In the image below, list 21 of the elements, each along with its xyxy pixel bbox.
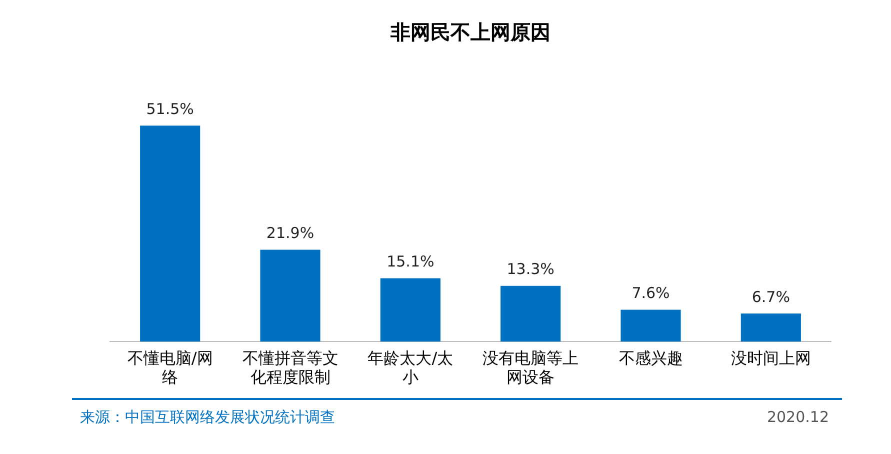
bar (740, 314, 801, 342)
x-tick-label: 年龄太大/太小 (368, 348, 454, 387)
bar (500, 286, 561, 342)
data-label: 6.7% (752, 288, 790, 306)
x-tick-label: 没有电脑等上网设备 (482, 348, 579, 387)
bar (620, 310, 681, 342)
data-label: 21.9% (266, 224, 314, 242)
x-tick-label: 不感兴趣 (618, 348, 683, 368)
x-tick-label: 不懂电脑/网络 (127, 348, 213, 387)
x-tick-label: 不懂拼音等文化程度限制 (242, 348, 338, 387)
bar (260, 250, 320, 342)
bar (140, 126, 200, 342)
data-label: 13.3% (506, 260, 554, 278)
text: 2020.12 (766, 408, 829, 426)
x-tick-label: 没时间上网 (730, 348, 811, 368)
data-label: 7.6% (632, 284, 670, 302)
source-note: 来源：中国互联网络发展状况统计调查 (80, 408, 335, 427)
data-label: 51.5% (146, 100, 194, 118)
data-label: 15.1% (386, 252, 434, 271)
bar (380, 278, 440, 342)
chart-title: 非网民不上网原因 (390, 20, 550, 44)
